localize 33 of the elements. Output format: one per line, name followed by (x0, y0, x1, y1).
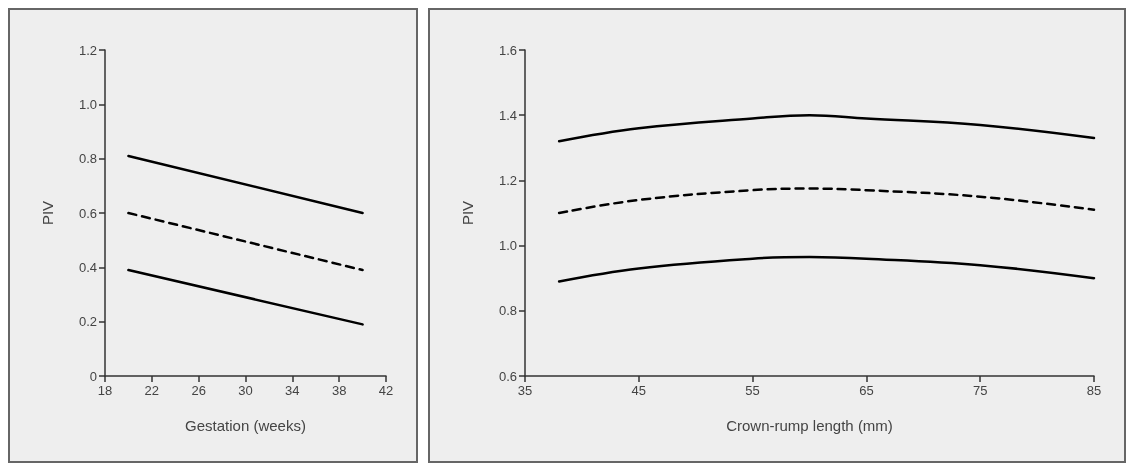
x-tick-label: 34 (285, 383, 300, 398)
y-tick-label: 1.2 (78, 42, 97, 58)
x-tick-label: 75 (972, 383, 988, 398)
x-tick-label: 18 (97, 383, 113, 398)
x-tick-label: 45 (631, 383, 647, 398)
x-tick-label: 55 (745, 383, 760, 398)
x-axis-title: Crown-rump length (mm) (726, 417, 893, 434)
x-tick-label: 22 (144, 383, 160, 398)
y-tick-label: 0.6 (498, 368, 517, 384)
x-tick-label: 85 (1086, 383, 1102, 398)
line-series (557, 113, 1096, 143)
y-axis-title: PIV (39, 200, 56, 226)
line-series (557, 187, 1096, 215)
y-tick-label: 0.4 (78, 259, 97, 275)
x-tick-label: 38 (331, 383, 347, 398)
y-tick-label: 0 (89, 368, 97, 384)
y-tick-label: 1.6 (498, 42, 517, 58)
line-series (557, 255, 1096, 283)
y-tick-label: 1.0 (498, 238, 517, 254)
x-tick-label: 35 (517, 383, 533, 398)
y-tick-label: 0.8 (498, 303, 517, 319)
x-tick-label: 65 (859, 383, 874, 398)
y-tick-label: 1.0 (78, 96, 97, 112)
y-tick-label: 1.4 (498, 107, 517, 123)
y-tick-label: 0.6 (78, 205, 97, 221)
x-axis-title: Gestation (weeks) (185, 417, 306, 434)
y-tick-label: 0.2 (78, 314, 97, 330)
y-tick-label: 0.8 (78, 151, 97, 167)
y-tick-label: 1.2 (498, 172, 517, 188)
y-axis-title: PIV (459, 200, 476, 226)
x-tick-label: 26 (191, 383, 206, 398)
x-tick-label: 42 (378, 383, 394, 398)
x-tick-label: 30 (238, 383, 253, 398)
